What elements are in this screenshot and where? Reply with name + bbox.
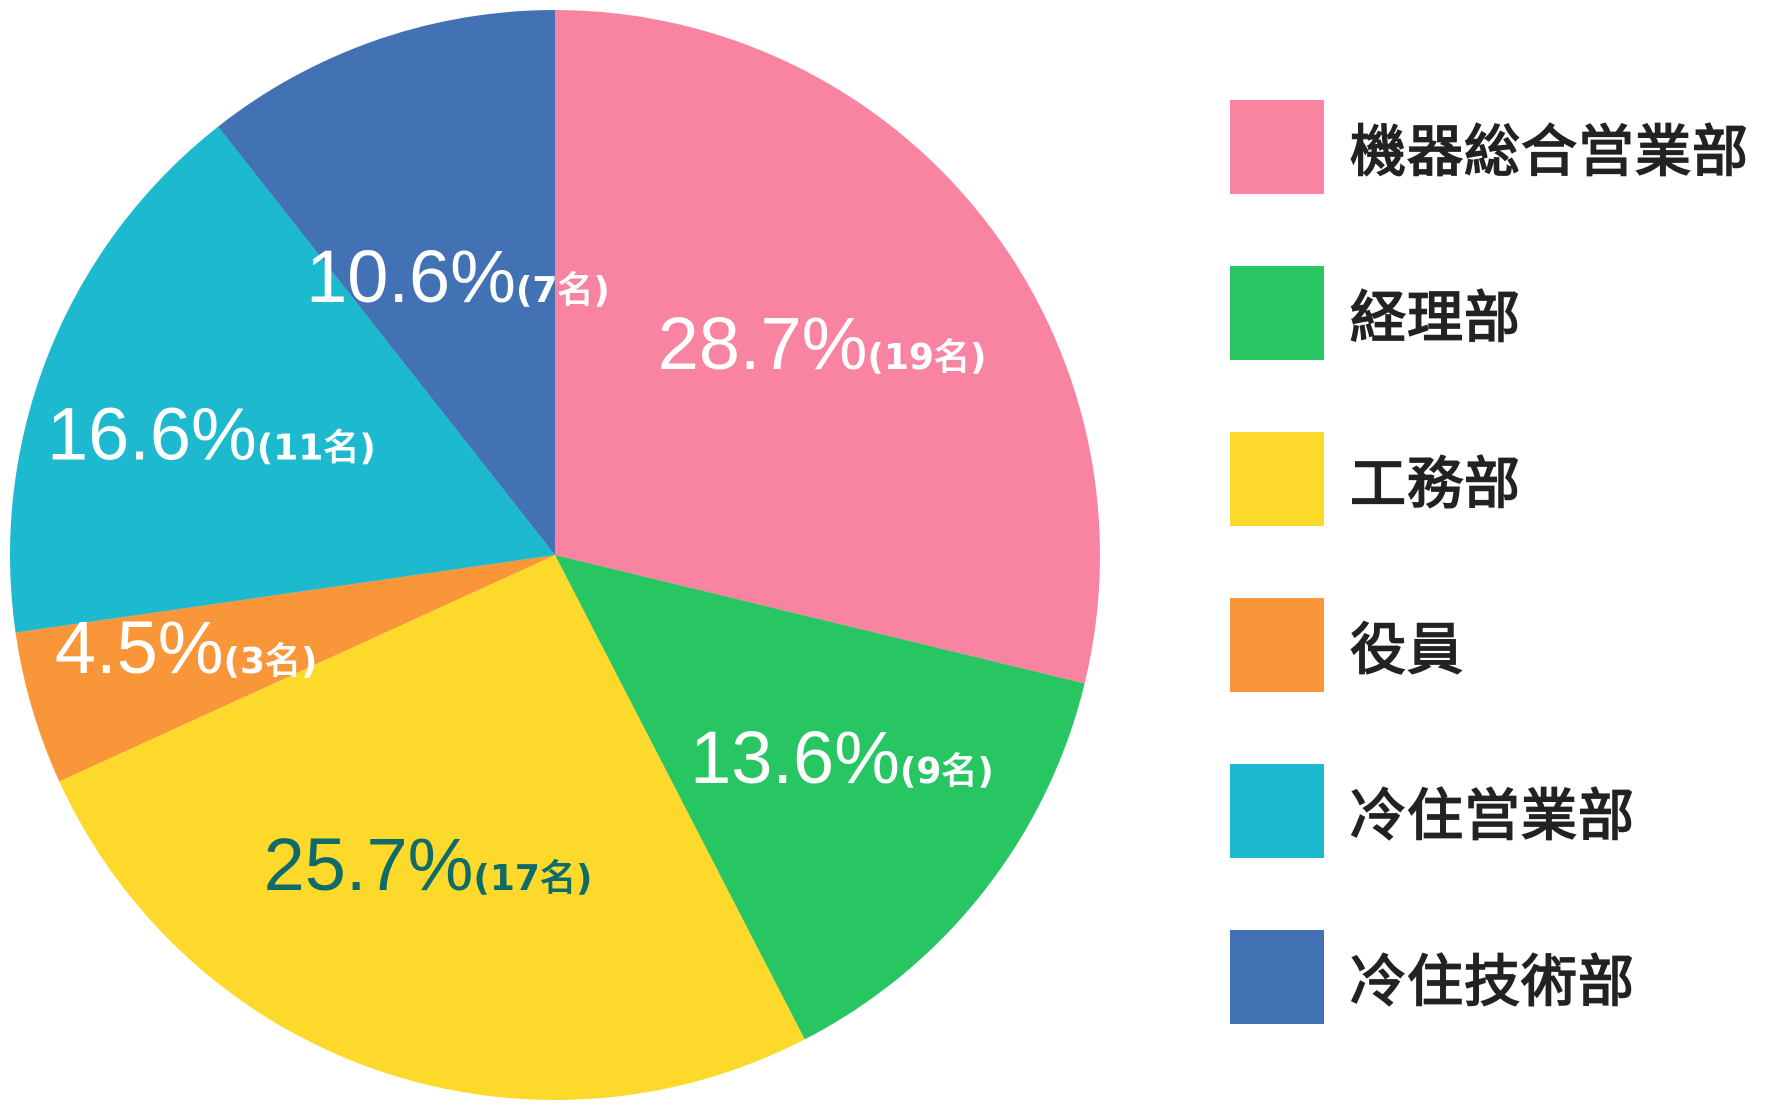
slice-label-count-4: (11名) [257,428,376,469]
pie-slice-labels: 28.7%(19名) 13.6%(9名) 25.7%(17名) 4.5%(3名) 16.… [47,235,994,906]
slice-label-percent-5: 10.6% [306,235,516,318]
legend-label-5: 冷住技術部 [1350,949,1635,1015]
slice-label-1: 13.6%(9名) [690,716,994,799]
legend-label-1: 経理部 [1350,285,1521,351]
legend-item-3: 役員 [1230,598,1770,692]
slice-label-count-0: (19名) [867,337,986,378]
slice-label-5: 10.6%(7名) [306,235,610,318]
pie-slices [10,10,1101,1101]
legend-swatch-1 [1230,266,1324,360]
legend: 機器総合営業部 経理部 工務部 役員 冷住営業部 冷住技術部 [1230,100,1770,1096]
pie-slice-5 [218,10,555,555]
slice-label-count-2: (17名) [473,858,592,899]
slice-label-4: 16.6%(11名) [47,393,376,476]
legend-item-2: 工務部 [1230,432,1770,526]
slice-label-percent-0: 28.7% [658,302,868,385]
pie-slice-3 [15,555,556,782]
legend-item-1: 経理部 [1230,266,1770,360]
slice-label-count-1: (9名) [900,751,994,792]
slice-label-percent-2: 25.7% [264,823,474,906]
legend-swatch-0 [1230,100,1324,194]
legend-item-5: 冷住技術部 [1230,930,1770,1024]
pie-slice-1 [555,555,1085,1040]
legend-label-4: 冷住営業部 [1350,783,1635,849]
slice-label-percent-1: 13.6% [690,716,900,799]
legend-item-0: 機器総合営業部 [1230,100,1770,194]
legend-label-2: 工務部 [1350,451,1521,517]
legend-swatch-3 [1230,598,1324,692]
legend-label-3: 役員 [1350,617,1464,683]
slice-label-count-3: (3名) [224,641,318,682]
legend-label-0: 機器総合営業部 [1350,119,1749,185]
slice-label-percent-4: 16.6% [47,393,257,476]
slice-label-2: 25.7%(17名) [264,823,593,906]
legend-swatch-2 [1230,432,1324,526]
slice-label-3: 4.5%(3名) [55,606,318,689]
legend-swatch-4 [1230,764,1324,858]
legend-item-4: 冷住営業部 [1230,764,1770,858]
slice-label-percent-3: 4.5% [55,606,224,689]
pie-slice-2 [59,555,805,1101]
slice-label-0: 28.7%(19名) [658,302,987,385]
legend-swatch-5 [1230,930,1324,1024]
slice-label-count-5: (7名) [516,270,610,311]
pie-slice-0 [555,10,1101,684]
pie-slice-4 [10,126,555,633]
